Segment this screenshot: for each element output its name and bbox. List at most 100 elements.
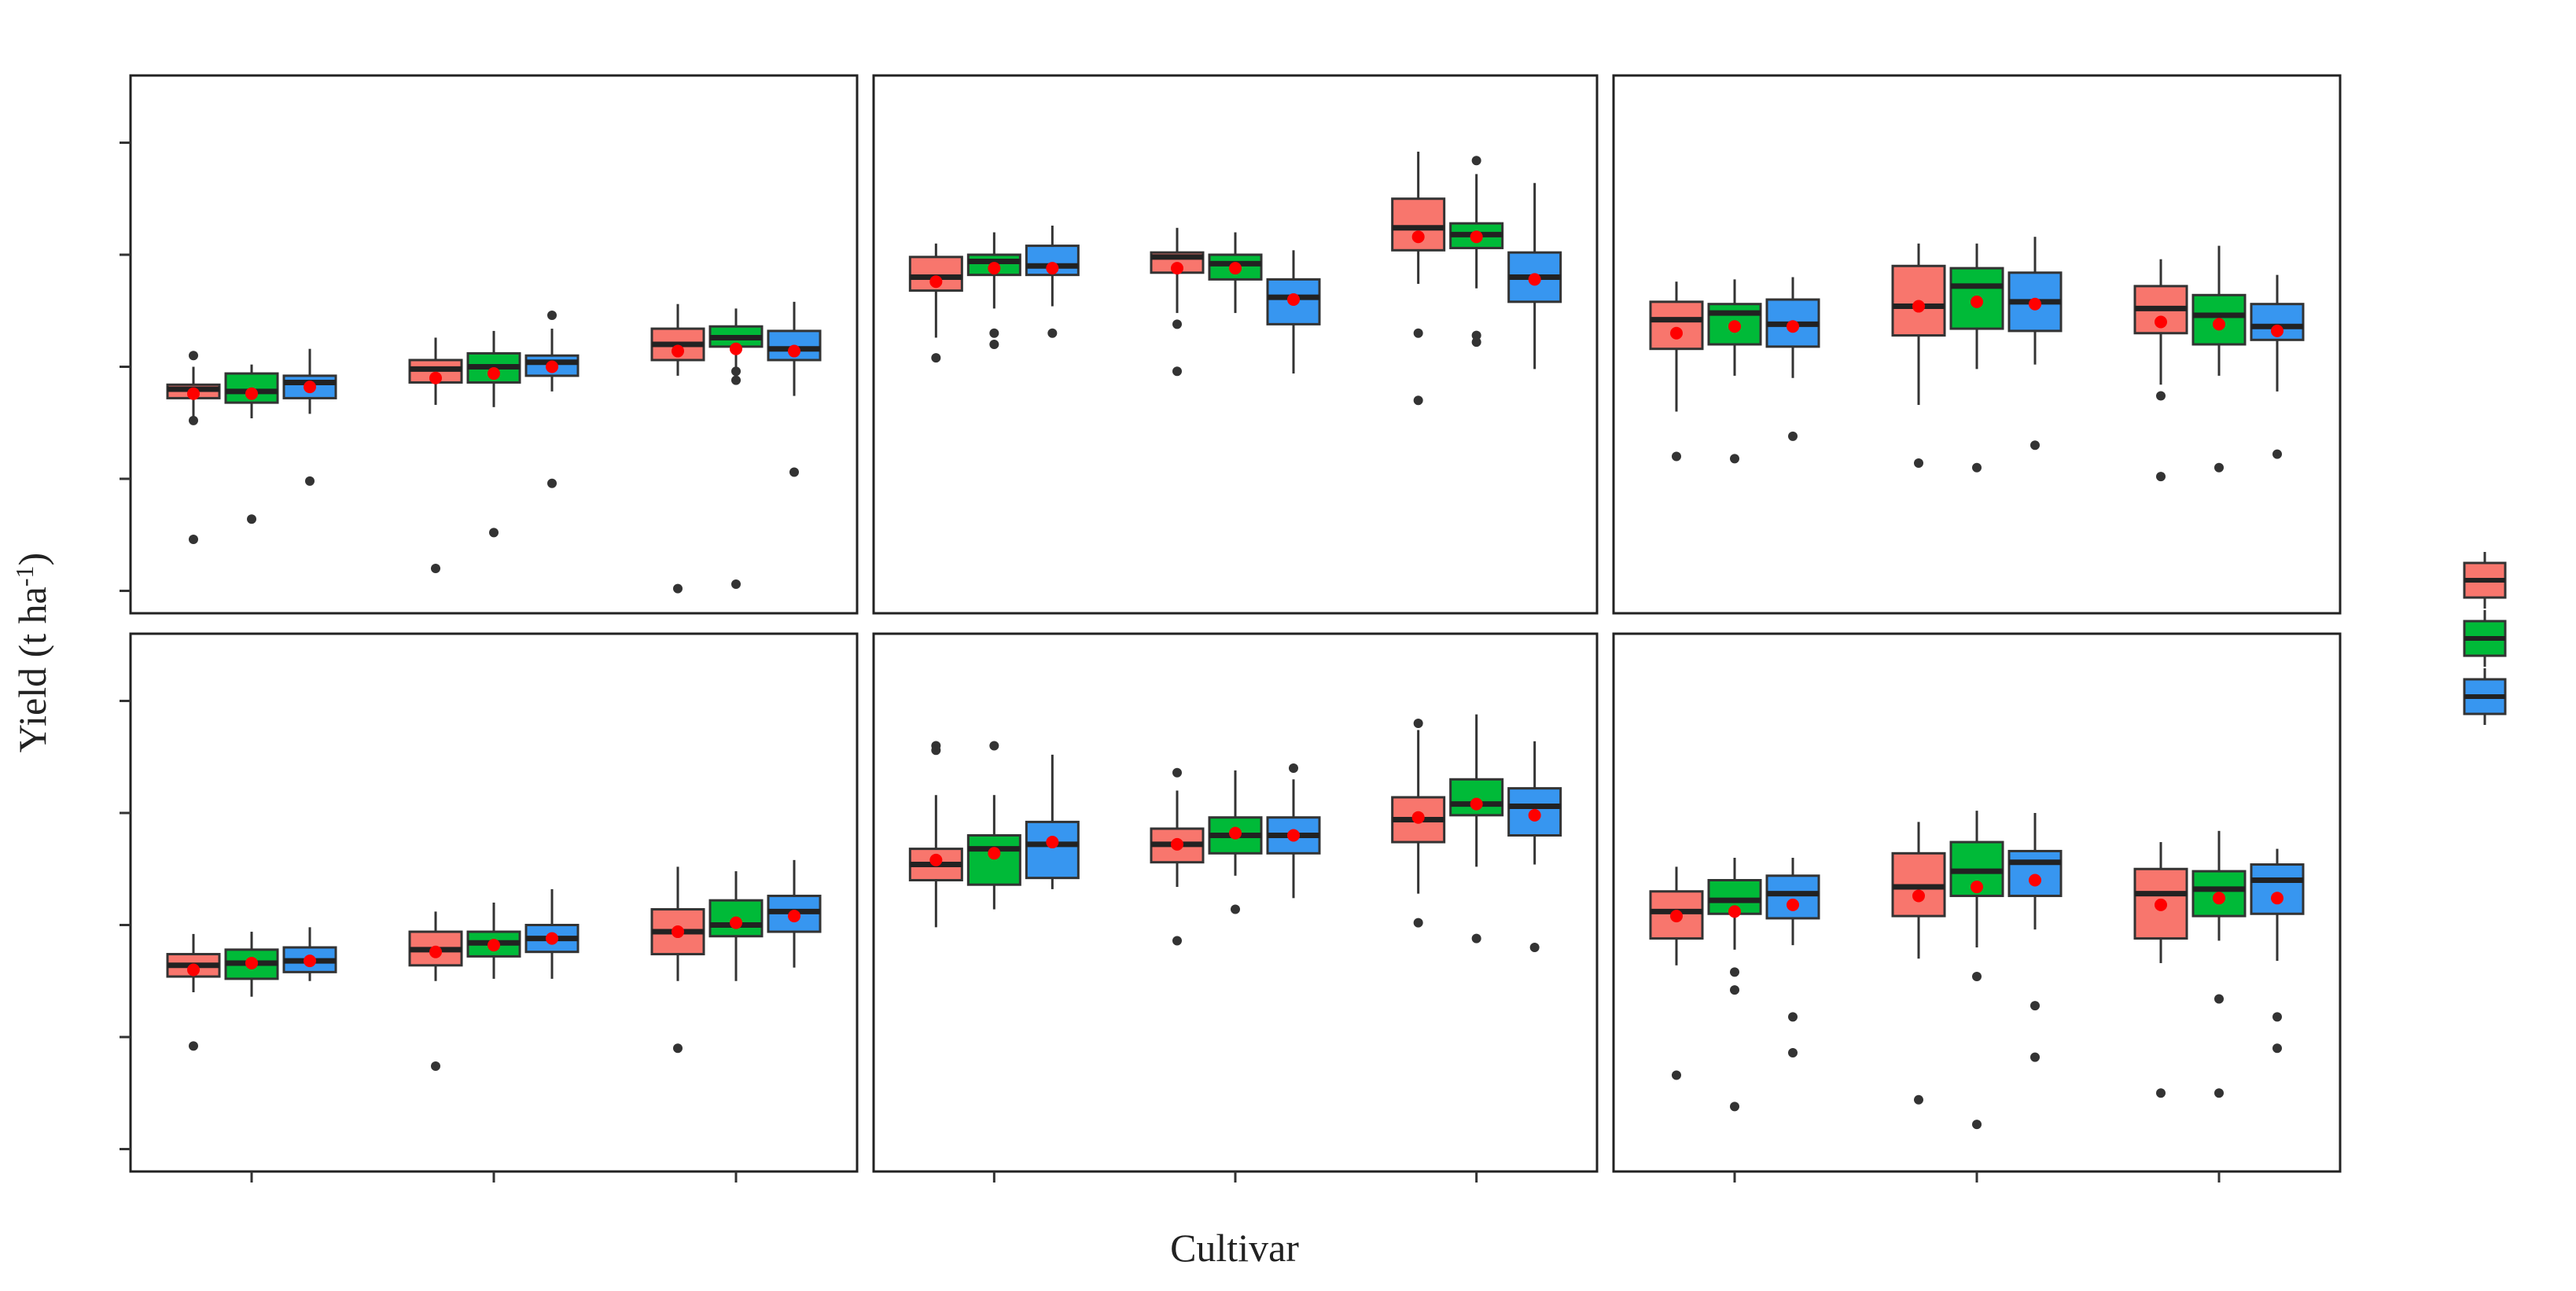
mean-point <box>2155 898 2167 911</box>
box-body <box>1765 874 1820 920</box>
legend-item-ii <box>2463 610 2507 667</box>
outlier-point <box>247 514 256 524</box>
box-ms-ii <box>1949 811 2004 1130</box>
mean-point <box>2213 318 2225 331</box>
outlier-point <box>1730 985 1739 995</box>
outlier-point <box>2272 1043 2282 1054</box>
outlier-point <box>2272 449 2282 459</box>
outlier-point <box>2214 462 2224 473</box>
mean-point <box>1528 273 1541 286</box>
box-ss-ii <box>966 232 1021 349</box>
box-body <box>1025 820 1080 880</box>
box-ss-iii <box>1765 277 1820 441</box>
mean-point <box>788 344 800 358</box>
box-ss-ii <box>224 932 279 997</box>
outlier-point <box>1289 763 1298 773</box>
box-ms-ii <box>466 903 521 979</box>
box-ms-i <box>1891 822 1946 1105</box>
mean-point <box>788 910 800 923</box>
mean-point <box>429 945 442 958</box>
outlier-point <box>2030 440 2040 451</box>
box-body <box>1649 300 1704 351</box>
mean-point <box>1229 826 1242 840</box>
mean-point <box>1528 808 1541 822</box>
box-ls-i <box>650 866 705 1054</box>
box-ls-i <box>1391 151 1446 406</box>
box-ls-iii <box>1507 741 1562 952</box>
box-body <box>708 899 764 938</box>
mean-point <box>672 925 684 939</box>
outlier-point <box>1413 918 1423 928</box>
outlier-point <box>731 366 741 377</box>
mean-point <box>429 371 442 384</box>
outlier-point <box>2156 391 2166 401</box>
outlier-point <box>2156 1088 2166 1098</box>
box-ss-i <box>166 351 221 544</box>
box-ss-iii <box>1765 858 1820 1057</box>
box-ls-iii <box>2250 848 2305 1054</box>
mean-point <box>488 367 500 381</box>
outlier-point <box>931 353 941 363</box>
box-ms-ii <box>1208 770 1263 914</box>
mean-point <box>1728 905 1741 918</box>
mean-point <box>1670 910 1683 923</box>
outlier-point <box>1413 719 1423 728</box>
outlier-point <box>547 478 557 488</box>
outlier-point <box>1471 330 1481 340</box>
box-ms-i <box>1150 767 1205 946</box>
box-ss-i <box>1649 281 1704 462</box>
legend <box>2463 552 2507 725</box>
box-ls-i <box>2133 842 2188 1098</box>
mean-point <box>988 262 1001 275</box>
outlier-point <box>1172 366 1182 377</box>
box-ss-ii <box>966 741 1021 910</box>
box-ls-ii <box>708 308 764 589</box>
mean-point <box>187 387 200 400</box>
outlier-point <box>1047 328 1058 338</box>
outlier-point <box>2272 1012 2282 1022</box>
box-ls-iii <box>767 859 822 968</box>
box-ls-iii <box>2250 274 2305 459</box>
outlier-point <box>789 467 799 477</box>
outlier-point <box>673 583 683 594</box>
outlier-point <box>1730 967 1739 977</box>
box-ss-iii <box>282 927 337 981</box>
outlier-point <box>1471 933 1481 943</box>
box-ls-ii <box>2191 245 2247 473</box>
outlier-point <box>731 579 741 589</box>
panel-north-row1 <box>129 632 859 1173</box>
mean-point <box>1411 811 1425 824</box>
outlier-point <box>673 1043 683 1054</box>
panel-south-row1 <box>1612 632 2342 1173</box>
panels-layer <box>129 74 2342 1173</box>
mean-point <box>2029 297 2041 311</box>
outlier-point <box>1413 395 1423 406</box>
mean-point <box>2029 874 2041 887</box>
box-ls-i <box>2133 259 2188 482</box>
box-ms-iii <box>2007 813 2063 1062</box>
panel-central-row1 <box>872 632 1599 1173</box>
mean-point <box>1046 262 1059 275</box>
mean-point <box>1470 230 1483 244</box>
outlier-point <box>1730 454 1739 464</box>
outlier-point <box>1471 337 1481 348</box>
outlier-point <box>931 745 941 756</box>
outlier-point <box>2156 472 2166 482</box>
mean-point <box>1787 320 1799 333</box>
outlier-point <box>189 1041 198 1051</box>
legend-item-iii <box>2463 668 2507 725</box>
mean-point <box>2213 892 2225 905</box>
box-ms-i <box>1891 243 1946 469</box>
box-body <box>2250 863 2305 915</box>
box-ms-i <box>1150 227 1205 377</box>
box-ms-iii <box>524 310 580 488</box>
box-ls-iii <box>1507 182 1562 370</box>
mean-point <box>1470 797 1483 811</box>
mean-point <box>1411 230 1425 244</box>
outlier-point <box>1172 936 1182 946</box>
mean-point <box>988 847 1001 860</box>
mean-point <box>1171 837 1183 851</box>
box-body <box>966 834 1021 886</box>
outlier-point <box>189 415 198 425</box>
